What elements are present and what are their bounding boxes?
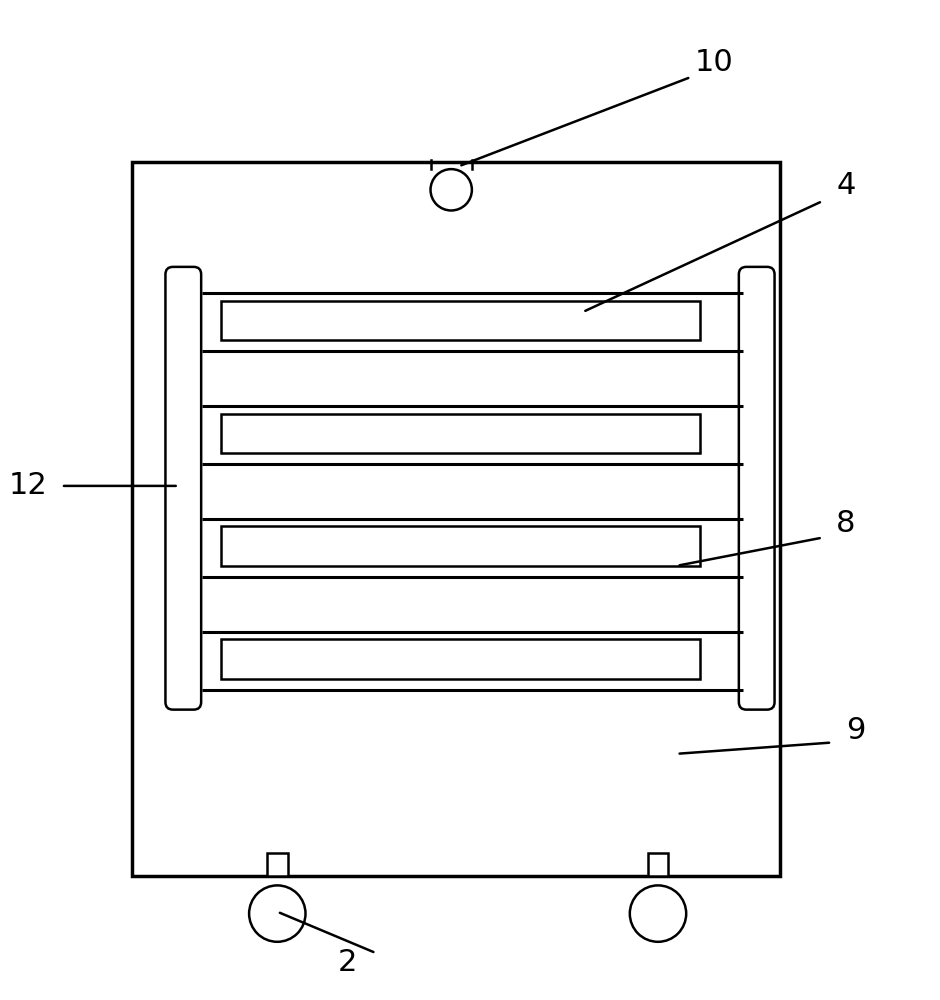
Bar xyxy=(221,526,700,566)
Bar xyxy=(221,301,700,340)
Circle shape xyxy=(431,169,472,210)
FancyBboxPatch shape xyxy=(165,267,201,710)
Text: 2: 2 xyxy=(338,948,357,977)
Text: 4: 4 xyxy=(837,171,855,200)
Text: 9: 9 xyxy=(846,716,865,745)
Bar xyxy=(221,414,700,453)
FancyBboxPatch shape xyxy=(739,267,775,710)
Circle shape xyxy=(249,885,306,942)
Bar xyxy=(267,852,288,876)
Bar xyxy=(221,639,700,679)
Bar xyxy=(648,852,668,876)
Circle shape xyxy=(630,885,686,942)
Text: 8: 8 xyxy=(837,509,855,538)
Text: 12: 12 xyxy=(8,471,48,500)
Text: 10: 10 xyxy=(695,48,734,77)
Bar xyxy=(132,162,780,876)
